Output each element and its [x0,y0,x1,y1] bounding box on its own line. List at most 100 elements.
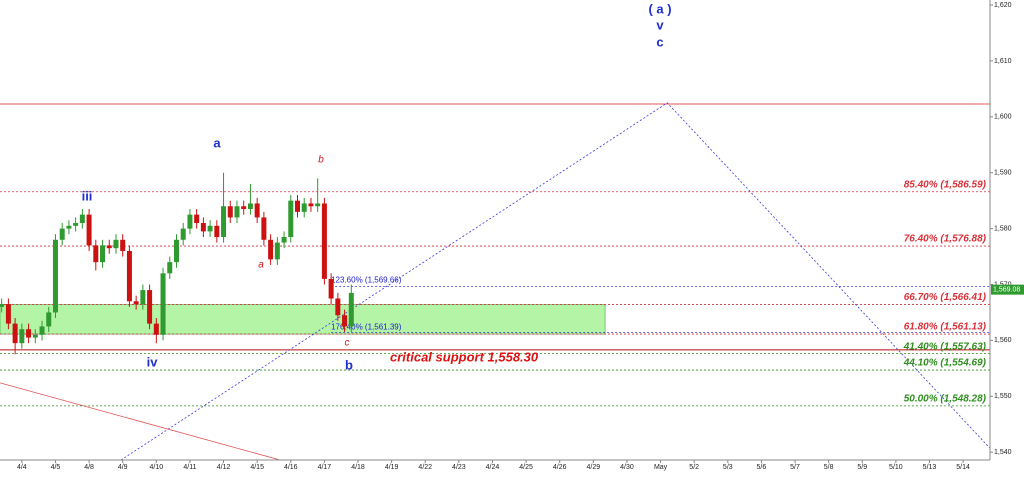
x-tick-label: 4/10 [150,464,164,471]
x-tick-label: 4/18 [351,464,365,471]
candle-body [247,203,253,210]
candle-body [133,301,139,305]
candle-body [93,245,99,263]
candle-body [274,242,280,260]
x-tick-label: 5/10 [889,464,903,471]
fib-label: 61.80% (1,561.13) [904,322,987,333]
y-tick-label: 1,600 [994,114,1012,121]
candle-body [200,223,206,232]
wave-label: b [318,155,324,166]
candle-body [261,217,267,240]
candle-body [52,239,58,313]
x-tick-label: 5/13 [923,464,937,471]
wave-label: b [345,357,353,372]
candle-body [207,225,213,232]
wave-label: iii [82,188,93,203]
x-tick-label: 4/8 [84,464,94,471]
candle-body [268,239,274,260]
candle-body [254,203,260,218]
candle-body [308,203,314,207]
x-tick-label: 4/23 [452,464,466,471]
fib-label: 44.10% (1,554.69) [903,358,987,369]
x-tick-label: 4/17 [318,464,332,471]
y-tick-label: 1,580 [994,225,1012,232]
candle-body [221,206,227,237]
wave-label: a [213,135,221,150]
last-price-box [991,284,1024,295]
candle-body [328,278,334,299]
candle-body [241,206,247,210]
fib-label: 85.40% (1,586.59) [904,179,987,190]
x-tick-label: 4/25 [519,464,533,471]
candle-body [153,323,159,335]
candle-body [12,323,18,344]
wave-label: ( a ) [648,1,671,16]
candle-body [79,214,85,224]
candle-body [26,329,32,338]
projection-line [120,102,991,461]
x-tick-label: 4/30 [620,464,634,471]
candle-body [5,304,11,324]
x-tick-label: 4/16 [284,464,298,471]
fib-label: 50.00% (1,548.28) [904,394,987,405]
critical-support-label: critical support 1,558.30 [390,349,539,364]
candle-body [73,223,79,226]
candle-body [194,214,200,224]
support-zone [0,304,606,335]
candle-body [295,200,301,212]
candle-body [342,315,348,327]
candle-body [66,225,72,229]
candle-body [113,239,119,249]
candle-body [120,239,126,251]
y-tick-label: 1,560 [994,337,1012,344]
x-tick-label: 5/14 [956,464,970,471]
x-tick-label: 4/24 [486,464,500,471]
candle-body [59,228,65,240]
x-tick-label: 4/11 [183,464,196,471]
candle-body [126,250,132,302]
candle-body [187,214,193,229]
x-tick-label: 4/4 [17,464,27,471]
x-tick-label: 5/8 [824,464,834,471]
y-tick-label: 1,620 [994,2,1012,9]
fib-label: 76.40% (1,576.88) [904,234,987,245]
candle-body [86,214,92,246]
candle-body [315,203,321,207]
candle-body [288,200,294,237]
y-tick-label: 1,610 [994,58,1012,65]
x-tick-label: 4/26 [553,464,567,471]
wave-label: c [345,338,350,349]
candle-body [0,304,5,307]
candle-body [100,245,106,263]
y-tick-label: 1,540 [994,449,1012,456]
candle-body [321,203,327,279]
fib-label: 66.70% (1,566.41) [904,292,987,303]
y-tick-label: 1,590 [994,170,1012,177]
fib-label: 41.40% (1,557.63) [903,341,987,352]
x-tick-label: 5/7 [790,464,800,471]
wave-label: a [258,260,264,271]
x-tick-label: 4/12 [217,464,231,471]
x-tick-label: 4/5 [51,464,61,471]
candle-body [46,312,52,327]
downtrend-line [0,382,281,461]
candle-body [214,225,220,237]
candle-body [39,326,45,335]
x-tick-label: 4/29 [587,464,601,471]
candle-body [147,290,153,324]
extension-label: 176.40% (1,561.39) [331,323,402,332]
candle-body [19,329,25,344]
x-tick-label: 4/9 [118,464,128,471]
candle-body [227,206,233,218]
wave-label: c [656,34,663,49]
candle-body [348,292,354,327]
wave-label: iv [147,354,159,369]
candle-body [281,236,287,243]
extension-label: 123.60% (1,569.66) [331,276,402,285]
x-tick-label: 4/22 [418,464,432,471]
candle-body [106,245,112,249]
x-tick-label: May [654,464,668,471]
candle-body [301,203,307,212]
candle-body [32,334,38,338]
